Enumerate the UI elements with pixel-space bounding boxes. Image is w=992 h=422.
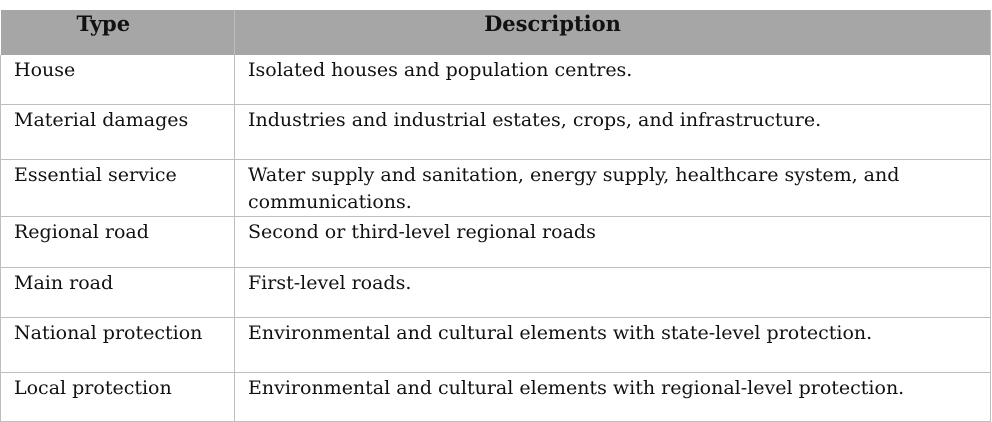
hazard-exposure-table: Type Description House Isolated houses a… <box>0 10 991 422</box>
cell-description: Environmental and cultural elements with… <box>234 372 991 422</box>
table-body: House Isolated houses and population cen… <box>0 55 991 422</box>
table-row: Local protection Environmental and cultu… <box>0 372 991 422</box>
cell-description: First-level roads. <box>234 267 991 318</box>
cell-type: Regional road <box>0 216 235 268</box>
cell-description: Industries and industrial estates, crops… <box>234 104 991 160</box>
cell-description: Second or third-level regional roads <box>234 216 991 268</box>
table-row: Essential service Water supply and sanit… <box>0 159 991 217</box>
cell-description: Water supply and sanitation, energy supp… <box>234 159 991 217</box>
table-header: Type Description <box>0 10 991 55</box>
cell-type: Main road <box>0 267 235 318</box>
cell-type: House <box>0 55 235 105</box>
table-row: Material damages Industries and industri… <box>0 104 991 160</box>
column-header-type: Type <box>0 10 235 55</box>
cell-type: Material damages <box>0 104 235 160</box>
table-row: Regional road Second or third-level regi… <box>0 216 991 268</box>
cell-description: Isolated houses and population centres. <box>234 55 991 105</box>
cell-description: Environmental and cultural elements with… <box>234 317 991 373</box>
table-container: Type Description House Isolated houses a… <box>0 10 991 422</box>
table-row: Main road First-level roads. <box>0 267 991 318</box>
cell-type: Local protection <box>0 372 235 422</box>
header-row: Type Description <box>0 10 991 55</box>
table-row: National protection Environmental and cu… <box>0 317 991 373</box>
column-header-description: Description <box>234 10 991 55</box>
cell-type: Essential service <box>0 159 235 217</box>
cell-type: National protection <box>0 317 235 373</box>
table-row: House Isolated houses and population cen… <box>0 55 991 105</box>
